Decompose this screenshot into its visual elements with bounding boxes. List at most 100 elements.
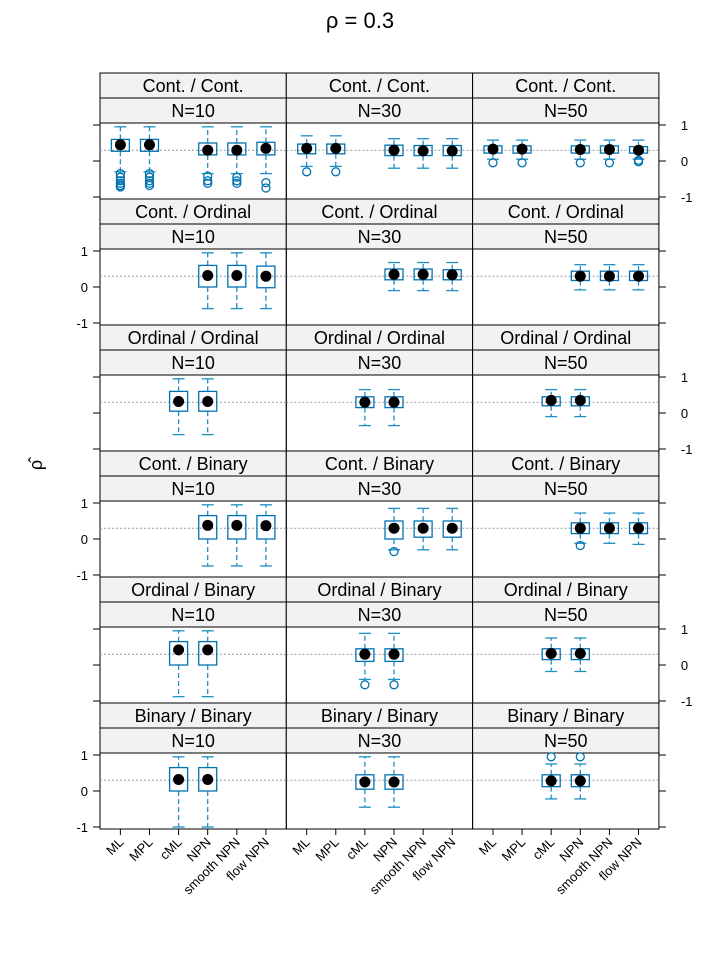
outlier-point (604, 158, 615, 168)
median-point (516, 143, 528, 155)
outlier-point (546, 752, 556, 762)
strip-label-n: N=50 (544, 227, 588, 247)
strip-label-n: N=30 (358, 479, 402, 499)
box-mpl (326, 135, 346, 177)
panel: Ordinal / Ordinal N=50 (472, 324, 660, 452)
outlier-point (575, 540, 585, 551)
box-iqr (227, 264, 247, 288)
panel: Ordinal / Ordinal N=30 (285, 324, 474, 452)
median-point (202, 519, 214, 531)
strip-label-pair: Cont. / Cont. (515, 76, 616, 96)
panel: Cont. / Cont. N=50 (472, 72, 660, 200)
y-axis-label: ρ̂ (26, 457, 46, 470)
median-point (202, 395, 214, 407)
outlier-point (115, 182, 126, 192)
box-smooth-npn (413, 138, 433, 169)
x-tick-label: MPL (499, 835, 529, 865)
median-point (231, 144, 243, 156)
x-tick-label: ML (476, 835, 499, 858)
median-point (330, 142, 342, 154)
box-npn (570, 388, 590, 418)
outlier-point (144, 180, 155, 191)
box-npn (570, 752, 590, 800)
median-point (388, 648, 400, 660)
median-point (388, 776, 400, 788)
box-cml (541, 388, 561, 418)
strip-label-pair: Cont. / Ordinal (135, 202, 251, 222)
box-npn (198, 756, 218, 828)
panel-strip-column (285, 349, 474, 376)
outlier-point (575, 752, 585, 762)
median-point (231, 269, 243, 281)
x-tick-label: ML (289, 835, 312, 858)
median-point (574, 522, 586, 534)
panel-strip-column (472, 601, 660, 628)
box-npn (384, 507, 404, 557)
box-npn (570, 637, 590, 673)
box-flow-npn (628, 139, 649, 167)
box-cml (355, 388, 375, 427)
y-tick-label: -1 (681, 694, 693, 709)
box-iqr (413, 520, 433, 538)
panel-frame (285, 626, 474, 704)
box-npn (384, 388, 404, 427)
panel-frame (99, 752, 287, 830)
panel-frame (472, 500, 660, 578)
box-npn (570, 512, 590, 551)
panel: Ordinal / Binary N=30 (285, 576, 474, 704)
strip-label-n: N=50 (544, 479, 588, 499)
panel-strip-column (99, 223, 287, 250)
panel-frame (99, 374, 287, 452)
strip-label-n: N=30 (358, 227, 402, 247)
median-point (417, 522, 429, 534)
y-tick-label: -1 (681, 190, 693, 205)
box-iqr (570, 774, 590, 788)
panel: Cont. / Cont. N=10 (99, 72, 287, 200)
strip-label-n: N=30 (358, 353, 402, 373)
panel-strip-column (99, 601, 287, 628)
strip-label-n: N=10 (171, 353, 215, 373)
box-cml (541, 637, 561, 673)
strip-label-n: N=50 (544, 605, 588, 625)
box-smooth-npn (599, 512, 620, 544)
panel-frame (285, 374, 474, 452)
strip-label-n: N=30 (358, 731, 402, 751)
outlier-point (232, 176, 242, 186)
box-smooth-npn (599, 139, 620, 168)
y-tick-label: 1 (681, 118, 688, 133)
y-tick-label: 1 (681, 622, 688, 637)
median-point (574, 394, 586, 406)
panel-frame (99, 248, 287, 326)
median-point (417, 145, 429, 157)
panel-strip-row (99, 72, 287, 99)
median-point (574, 775, 586, 787)
median-point (260, 270, 272, 282)
strip-label-pair: Ordinal / Binary (131, 580, 255, 600)
median-point (388, 396, 400, 408)
outlier-point (232, 172, 242, 182)
median-point (545, 394, 557, 406)
panel-strip-row (472, 198, 660, 225)
median-point (359, 396, 371, 408)
strip-label-n: N=50 (544, 353, 588, 373)
panel-frame (99, 122, 287, 200)
strip-label-pair: Cont. / Binary (139, 454, 248, 474)
outlier-point (360, 680, 370, 690)
strip-label-n: N=30 (358, 101, 402, 121)
strip-label-n: N=30 (358, 605, 402, 625)
panel-frame (472, 122, 660, 200)
panel: Cont. / Cont. N=30 (285, 72, 474, 200)
box-iqr (541, 774, 561, 788)
box-iqr (256, 514, 276, 540)
box-npn (570, 264, 590, 291)
box-flow-npn (628, 512, 649, 546)
panel: Cont. / Ordinal N=30 (285, 198, 474, 326)
panel-strip-column (285, 223, 474, 250)
outlier-point (389, 680, 399, 690)
median-point (603, 143, 615, 155)
median-point (633, 270, 645, 282)
box-ml (110, 126, 131, 192)
strip-label-pair: Cont. / Binary (325, 454, 434, 474)
median-point (173, 395, 185, 407)
box-iqr (198, 766, 218, 792)
